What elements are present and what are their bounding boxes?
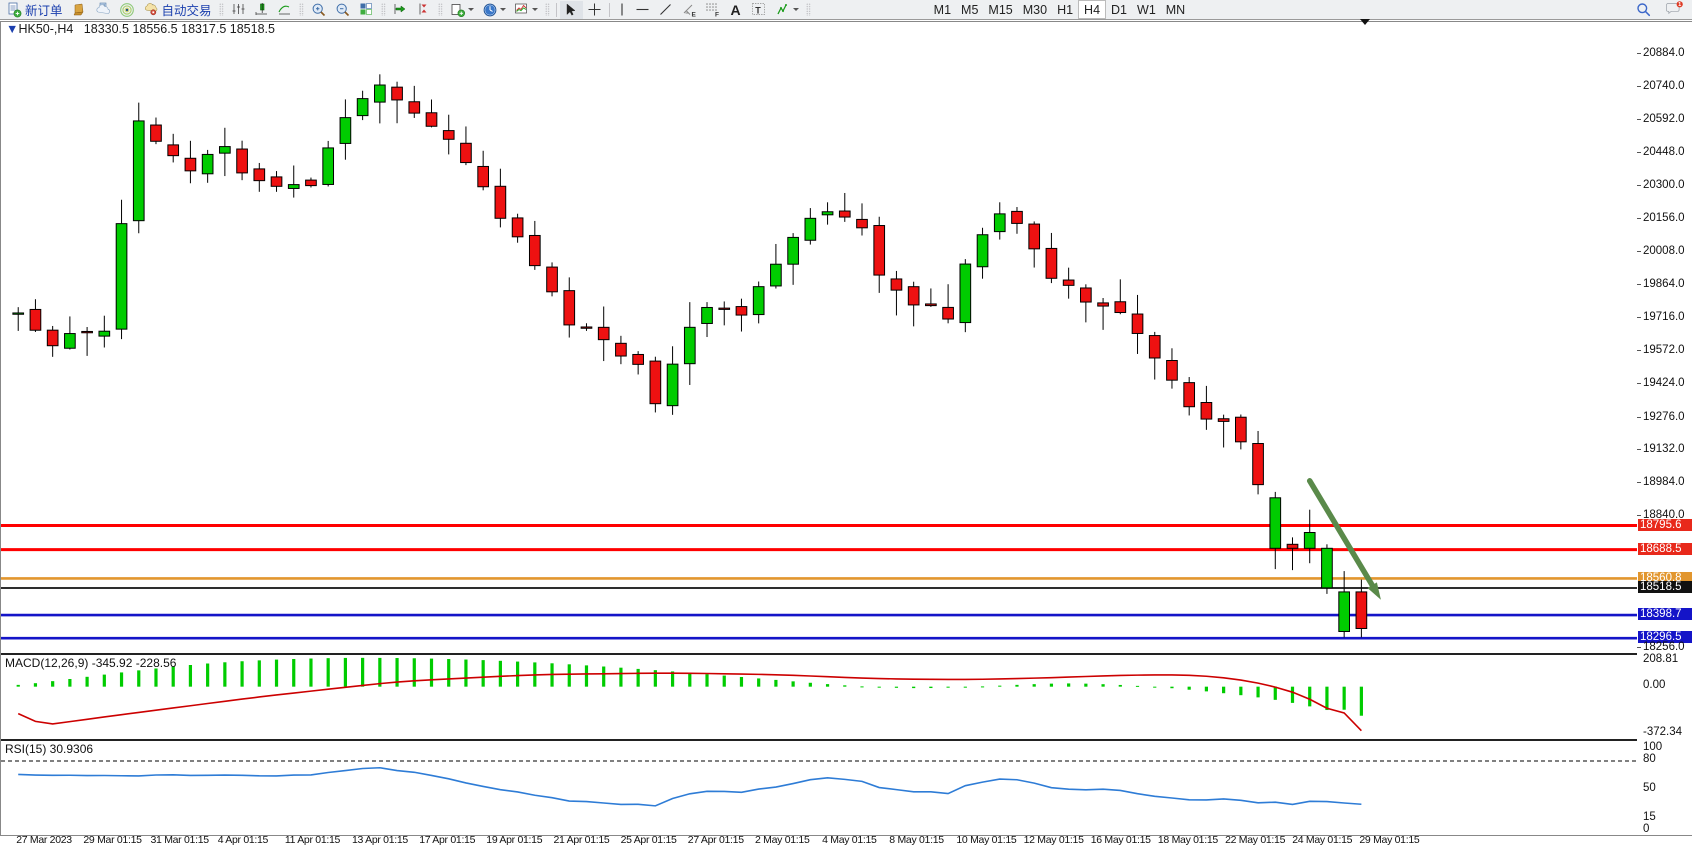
svg-text:T: T: [755, 5, 761, 15]
svg-text:E: E: [691, 11, 696, 18]
svg-text:F: F: [715, 11, 719, 18]
svg-text:1: 1: [1678, 2, 1681, 8]
